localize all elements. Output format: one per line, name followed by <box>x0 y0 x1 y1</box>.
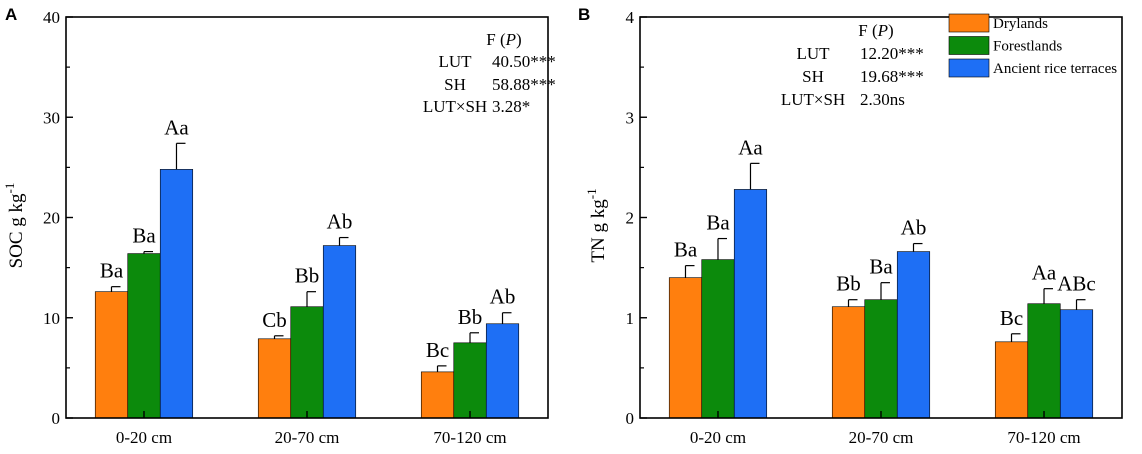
legend-swatch-drylands <box>948 13 990 33</box>
bar-drylands <box>994 341 1029 419</box>
bar-drylands <box>831 306 866 419</box>
y-axis-label-superscript: -1 <box>584 188 599 199</box>
legend-label: Ancient rice terraces <box>993 61 1117 77</box>
stats-row-value: 58.88*** <box>492 75 556 94</box>
significance-label: Ba <box>132 224 156 248</box>
significance-label: Aa <box>1032 261 1057 285</box>
bar-forestlands <box>1027 303 1061 419</box>
y-tick-label: 0 <box>52 409 61 428</box>
bar-forestlands <box>453 342 487 419</box>
bar-ancient-rice-terraces <box>1059 309 1094 419</box>
stats-row-name: SH <box>802 67 824 86</box>
legend-label: Drylands <box>993 16 1048 32</box>
stats-row-value: 3.28* <box>492 97 530 116</box>
legend-label: Forestlands <box>993 39 1062 55</box>
bar-ancient-rice-terraces <box>322 245 357 419</box>
y-axis-label: TN g kg-1 <box>584 188 609 262</box>
stats-header-close: ) <box>888 21 894 40</box>
y-axis-label-text: SOC g kg <box>6 193 27 268</box>
stats-row-name: LUT×SH <box>781 90 845 109</box>
significance-label: Bb <box>458 305 483 329</box>
bar-drylands <box>94 291 129 419</box>
y-tick-label: 10 <box>43 309 60 328</box>
stats-row-name: SH <box>444 75 466 94</box>
stats-header: F (P) <box>858 21 893 40</box>
bar-drylands <box>668 277 703 419</box>
panel-letter: B <box>578 5 590 24</box>
significance-label: Cb <box>262 308 287 332</box>
stats-row-name: LUT×SH <box>423 97 487 116</box>
significance-label: Aa <box>164 115 189 139</box>
stats-header: F (P) <box>486 30 521 49</box>
panel-letter: A <box>5 5 17 24</box>
bar-ancient-rice-terraces <box>159 169 194 419</box>
stats-header-p: P <box>505 30 516 49</box>
bar-drylands <box>420 371 455 419</box>
stats-row-value: 40.50*** <box>492 52 556 71</box>
y-tick-label: 40 <box>43 8 60 27</box>
significance-label: Ab <box>901 216 927 240</box>
x-tick-label: 70-120 cm <box>433 428 506 447</box>
bar-forestlands <box>290 306 324 419</box>
stats-row-name: LUT <box>796 44 830 63</box>
significance-label: Bb <box>295 264 320 288</box>
bar-ancient-rice-terraces <box>896 251 931 419</box>
y-axis-label-superscript: -1 <box>2 183 17 194</box>
significance-label: Ba <box>674 238 698 262</box>
significance-label: Ab <box>327 210 353 234</box>
plot-frame <box>65 16 549 419</box>
y-tick-label: 30 <box>43 108 60 127</box>
y-tick-label: 0 <box>626 409 635 428</box>
x-tick-label: 20-70 cm <box>275 428 340 447</box>
significance-label: ABc <box>1057 272 1096 296</box>
legend-swatch-forestlands <box>948 36 990 55</box>
x-tick-label: 0-20 cm <box>116 428 172 447</box>
x-tick-label: 20-70 cm <box>849 428 914 447</box>
bar-forestlands <box>701 259 735 419</box>
stats-header-f: F ( <box>858 21 878 40</box>
significance-label: Ab <box>490 285 516 309</box>
chart-panel-a: A 0 10 20 30 40 SOC g kg-1 Ba Ba Aa 0-20 cm Cb Bb Ab 2… <box>2 5 556 447</box>
significance-label: Bb <box>836 272 861 296</box>
y-axis-label-text: TN g kg <box>588 199 609 263</box>
y-tick-label: 4 <box>626 8 635 27</box>
y-tick-label: 1 <box>626 309 635 328</box>
significance-label: Ba <box>706 211 730 235</box>
stats-header-f: F ( <box>486 30 506 49</box>
stats-row-value: 19.68*** <box>860 67 924 86</box>
bar-forestlands <box>127 253 161 419</box>
legend-swatch-ancient-rice-terraces <box>948 58 990 78</box>
significance-label: Bc <box>1000 306 1023 330</box>
y-axis-label: SOC g kg-1 <box>2 183 27 269</box>
y-tick-label: 3 <box>626 108 635 127</box>
stats-header-p: P <box>877 21 888 40</box>
y-tick-label: 20 <box>43 209 60 228</box>
x-tick-label: 70-120 cm <box>1007 428 1080 447</box>
significance-label: Ba <box>869 255 893 279</box>
stats-row-name: LUT <box>438 52 472 71</box>
bar-ancient-rice-terraces <box>485 323 520 419</box>
bar-forestlands <box>864 299 898 419</box>
bar-drylands <box>257 338 292 419</box>
y-tick-label: 2 <box>626 209 635 228</box>
bar-ancient-rice-terraces <box>733 189 768 419</box>
chart-panel-b: B 0 1 2 3 4 TN g kg-1 Ba Ba Aa 0-20 cm Bb Ba Ab 20-70 … <box>578 5 1123 447</box>
significance-label: Aa <box>738 135 763 159</box>
significance-label: Ba <box>100 259 124 283</box>
stats-row-value: 12.20*** <box>860 44 924 63</box>
stats-row-value: 2.30ns <box>860 90 905 109</box>
stats-header-close: ) <box>516 30 522 49</box>
plot-frame <box>639 16 1123 419</box>
significance-label: Bc <box>426 338 449 362</box>
x-tick-label: 0-20 cm <box>690 428 746 447</box>
